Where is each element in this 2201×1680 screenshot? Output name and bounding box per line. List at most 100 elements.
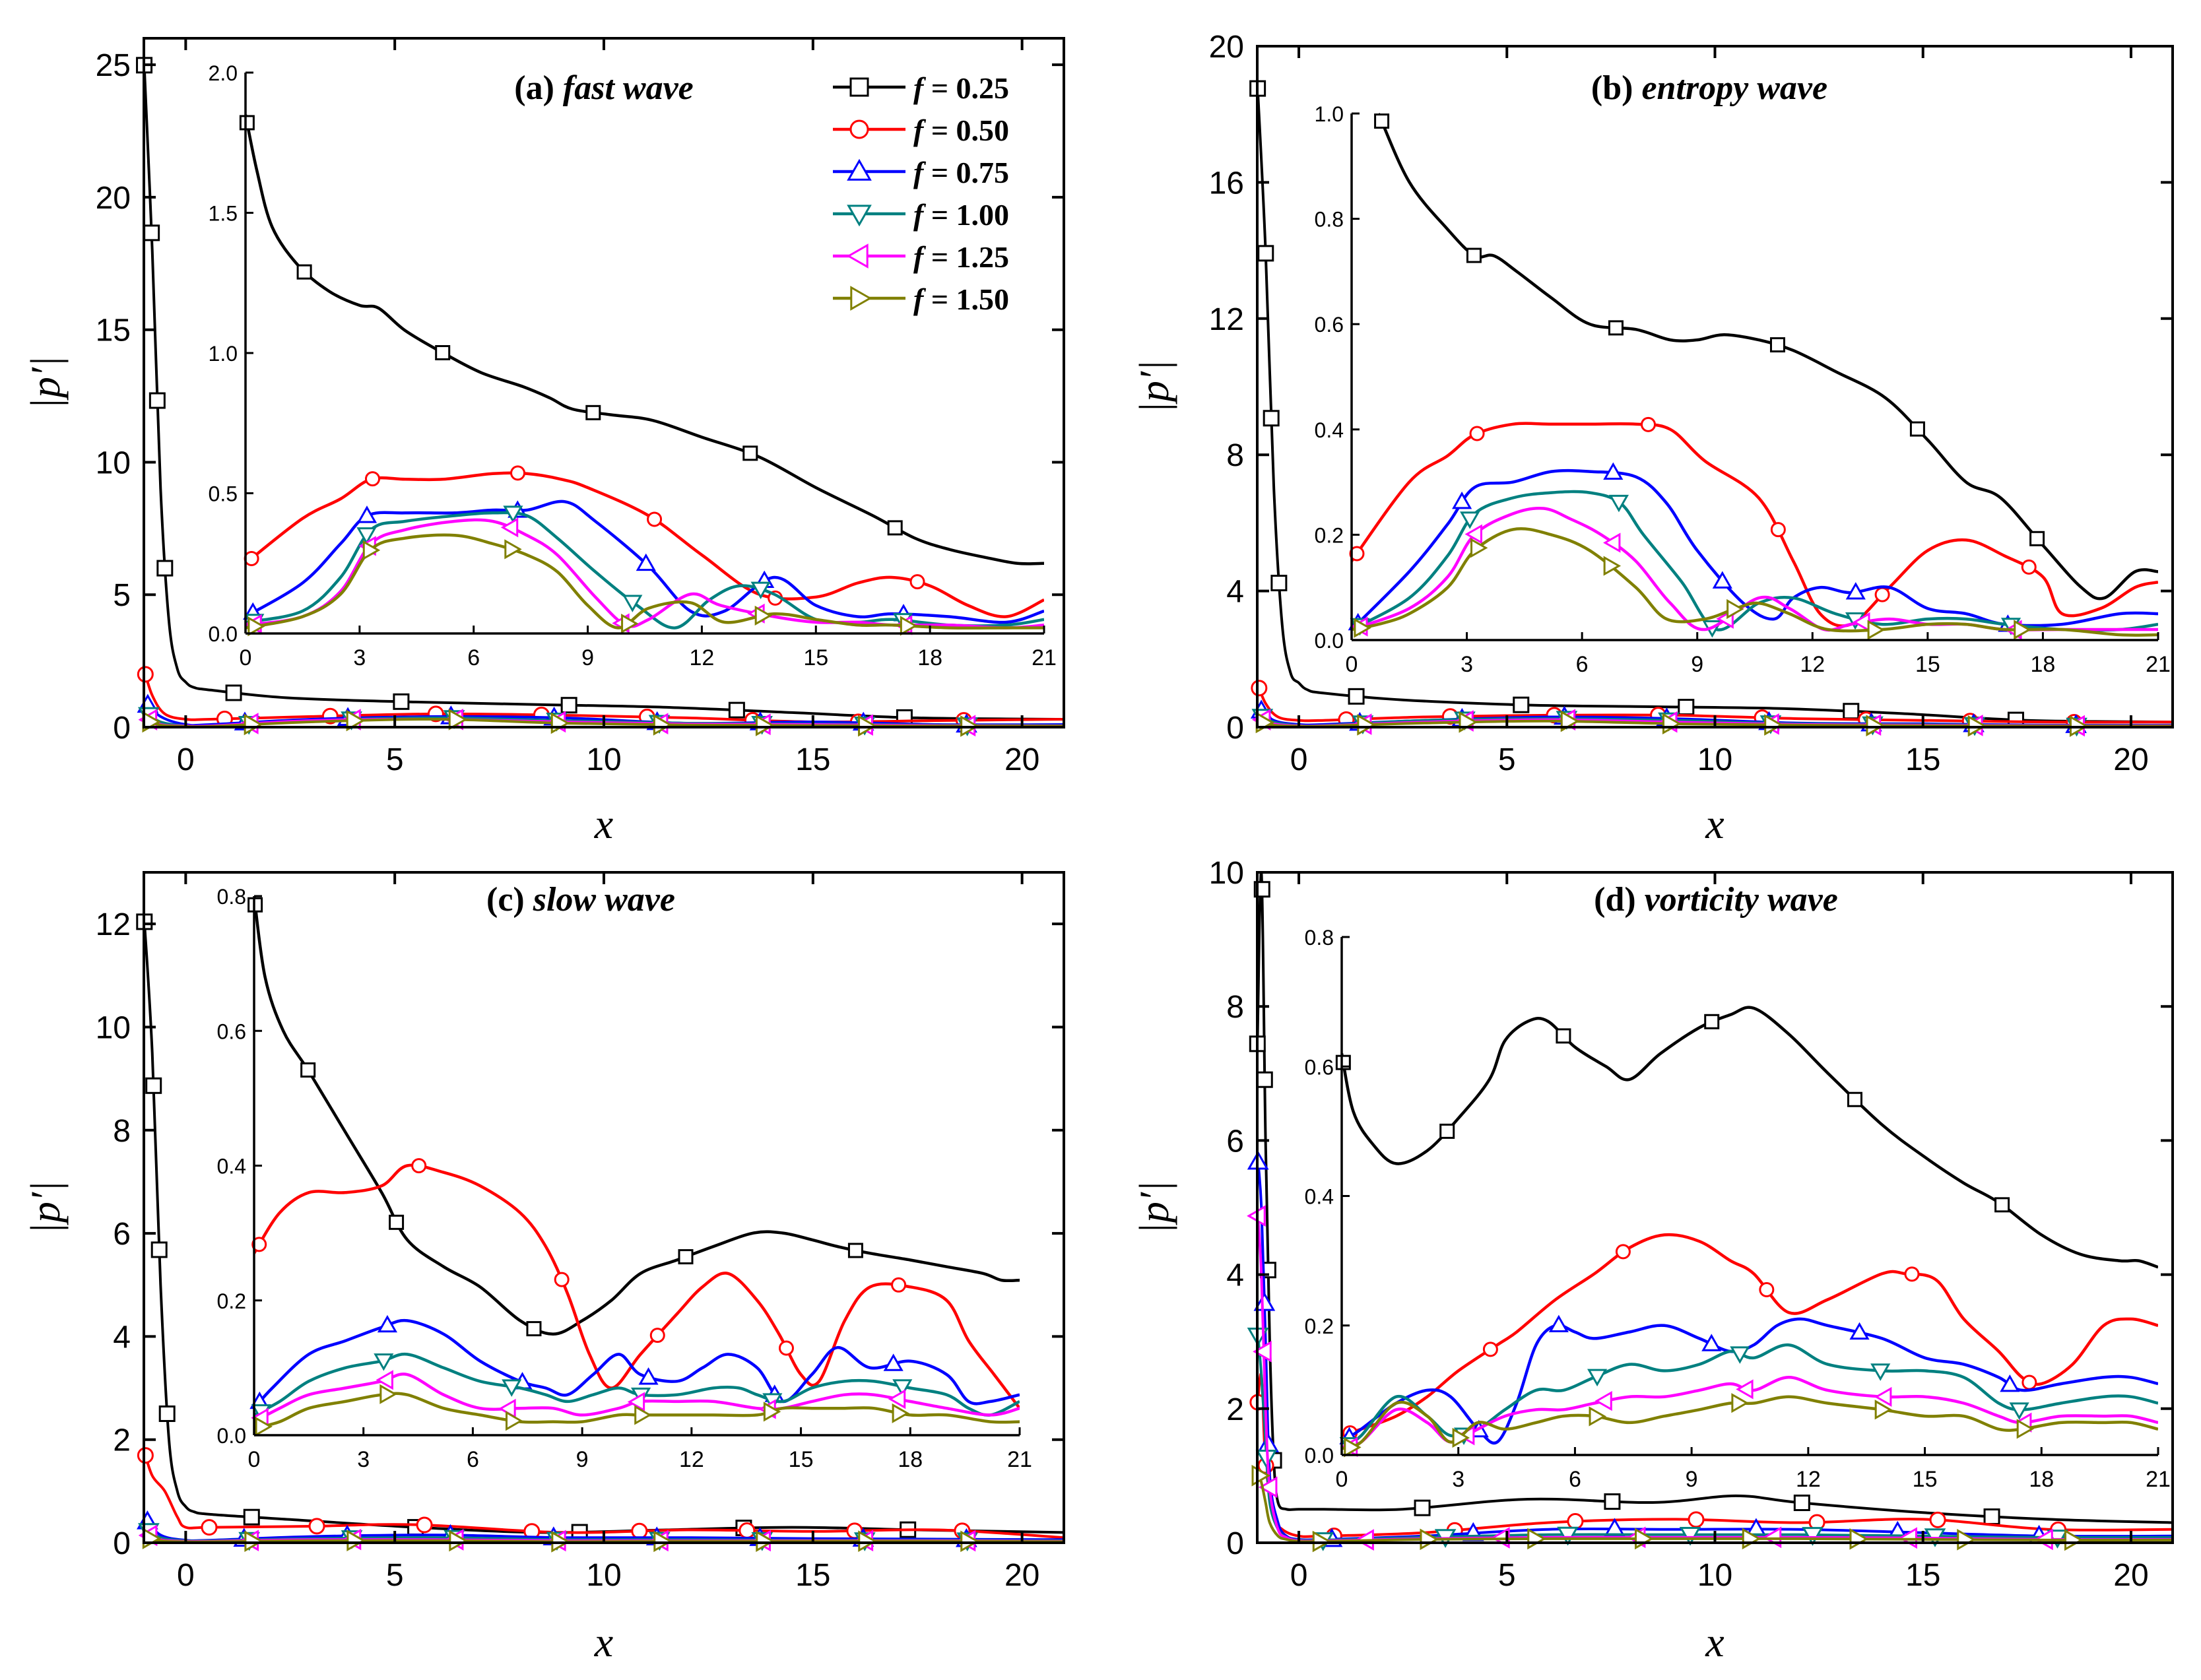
inset-marker	[1994, 1197, 2010, 1213]
inset-marker	[909, 574, 925, 590]
inset-marker	[1845, 582, 1866, 600]
inset-y-tick-label: 1.5	[209, 202, 238, 226]
inset-marker	[1594, 1391, 1612, 1411]
main-marker	[1604, 1493, 1621, 1510]
inset-marker	[1354, 618, 1371, 638]
chart-panel-d: 0 5 10 15 20 0 2 4 6 8 10 x |p′| 0 3 6 9 12 15 18 21 0.0 0.2 0.…	[1131, 856, 2174, 1665]
main-marker	[1270, 575, 1288, 592]
inset-series-line-1	[246, 114, 1044, 565]
inset-marker	[1701, 1334, 1722, 1351]
legend-marker	[850, 286, 872, 311]
x-axis-label: x	[594, 1619, 613, 1665]
main-marker	[145, 1077, 162, 1094]
main-marker	[158, 1405, 176, 1422]
y-tick-label: 15	[96, 313, 131, 348]
x-axis-label: x	[594, 800, 613, 847]
main-marker	[143, 224, 160, 242]
x-tick-label: 20	[1004, 742, 1039, 777]
plot-frame	[1256, 871, 2174, 1544]
panel-title-prefix: (d)	[1594, 881, 1645, 919]
y-tick-label: 10	[96, 445, 131, 480]
inset-x-tick-label: 12	[679, 1447, 704, 1472]
y-tick-label: 4	[1226, 575, 1244, 610]
y-axis-label: |p′|	[22, 356, 69, 409]
inset-marker	[435, 345, 451, 361]
x-tick-label: 10	[586, 742, 621, 777]
plot-frame	[143, 871, 1065, 1544]
inset-y-tick-label: 0.0	[1315, 629, 1344, 653]
inset-x-tick-label: 15	[803, 645, 828, 670]
x-tick-label: 15	[1905, 742, 1940, 777]
main-marker	[756, 1530, 775, 1552]
main-marker	[1557, 1526, 1579, 1546]
main-marker	[560, 697, 577, 714]
panel-title: (d) vorticity wave	[1594, 881, 1838, 919]
main-marker	[137, 1447, 154, 1464]
main-marker	[2064, 1529, 2084, 1551]
inset-x-tick-label: 18	[898, 1447, 923, 1472]
inset-x-tick-label: 3	[1461, 652, 1473, 677]
y-axis-label: |p′|	[22, 1180, 69, 1234]
inset-x-tick-label: 15	[1915, 652, 1940, 677]
legend-marker	[847, 205, 872, 227]
inset-x-tick-label: 0	[1336, 1467, 1348, 1492]
inset-marker	[1904, 1266, 1920, 1282]
inset-marker	[1641, 416, 1657, 432]
inset-x-tick-label: 21	[1032, 645, 1057, 670]
main-marker	[960, 1530, 979, 1553]
inset-series-line-2	[1342, 1233, 2158, 1437]
y-tick-label: 25	[96, 48, 131, 83]
inset-marker	[300, 1062, 316, 1078]
inset-marker	[887, 520, 903, 536]
inset-y-tick-label: 2.0	[209, 61, 238, 85]
y-axis-label: |p′|	[1131, 1180, 1177, 1234]
inset-marker	[356, 527, 377, 545]
main-marker	[1253, 1292, 1276, 1311]
y-tick-label: 0	[1226, 711, 1244, 746]
inset-plot: 0 3 6 9 12 15 18 21 0.0 0.2 0.4 0.6 0.8 1.0	[1315, 102, 2171, 677]
inset-marker	[622, 595, 643, 612]
inset-marker	[1736, 1379, 1754, 1400]
inset-marker	[1452, 491, 1472, 509]
inset-plot: 0 3 6 9 12 15 18 21 0.0 0.2 0.4 0.6 0.8	[217, 885, 1032, 1472]
inset-marker	[389, 1214, 405, 1230]
inset-marker	[526, 1321, 542, 1337]
main-marker	[1258, 1476, 1278, 1499]
inset-marker	[1603, 556, 1622, 576]
inset-y-tick-label: 1.0	[1315, 102, 1344, 126]
inset-marker	[379, 1384, 397, 1404]
y-tick-label: 16	[1209, 166, 1244, 201]
inset-marker	[1874, 587, 1890, 602]
inset-x-tick-label: 6	[467, 645, 480, 670]
main-marker	[244, 713, 263, 736]
panel-title-prefix: (a)	[514, 69, 563, 107]
inset-x-tick-label: 15	[789, 1447, 814, 1472]
inset-marker	[376, 1370, 393, 1390]
main-marker	[1560, 710, 1580, 732]
inset-marker	[778, 1340, 794, 1356]
inset-marker	[1374, 113, 1390, 129]
main-marker	[1414, 1499, 1431, 1516]
main-series-line-1	[1257, 872, 2173, 1524]
main-marker	[1256, 1071, 1273, 1088]
y-tick-label: 8	[1226, 438, 1244, 473]
legend-label: f = 0.75	[913, 156, 1009, 189]
x-tick-label: 20	[2113, 1558, 2148, 1593]
inset-marker	[1712, 571, 1732, 589]
main-marker	[631, 1522, 648, 1539]
inset-x-tick-label: 12	[1796, 1467, 1821, 1492]
x-tick-label: 0	[1290, 742, 1308, 777]
inset-x-tick-label: 0	[1346, 652, 1358, 677]
inset-series-line-6	[1352, 527, 2158, 637]
main-marker	[393, 693, 410, 710]
main-marker	[1957, 1528, 1976, 1551]
main-marker	[653, 1530, 673, 1553]
x-tick-label: 0	[177, 742, 195, 777]
inset-x-tick-label: 15	[1913, 1467, 1938, 1492]
main-marker	[346, 709, 366, 732]
inset-marker	[1909, 421, 1925, 437]
inset-marker	[1466, 247, 1482, 263]
main-marker	[1251, 680, 1268, 697]
inset-marker	[2016, 1419, 2035, 1439]
inset-marker	[1482, 1341, 1498, 1357]
